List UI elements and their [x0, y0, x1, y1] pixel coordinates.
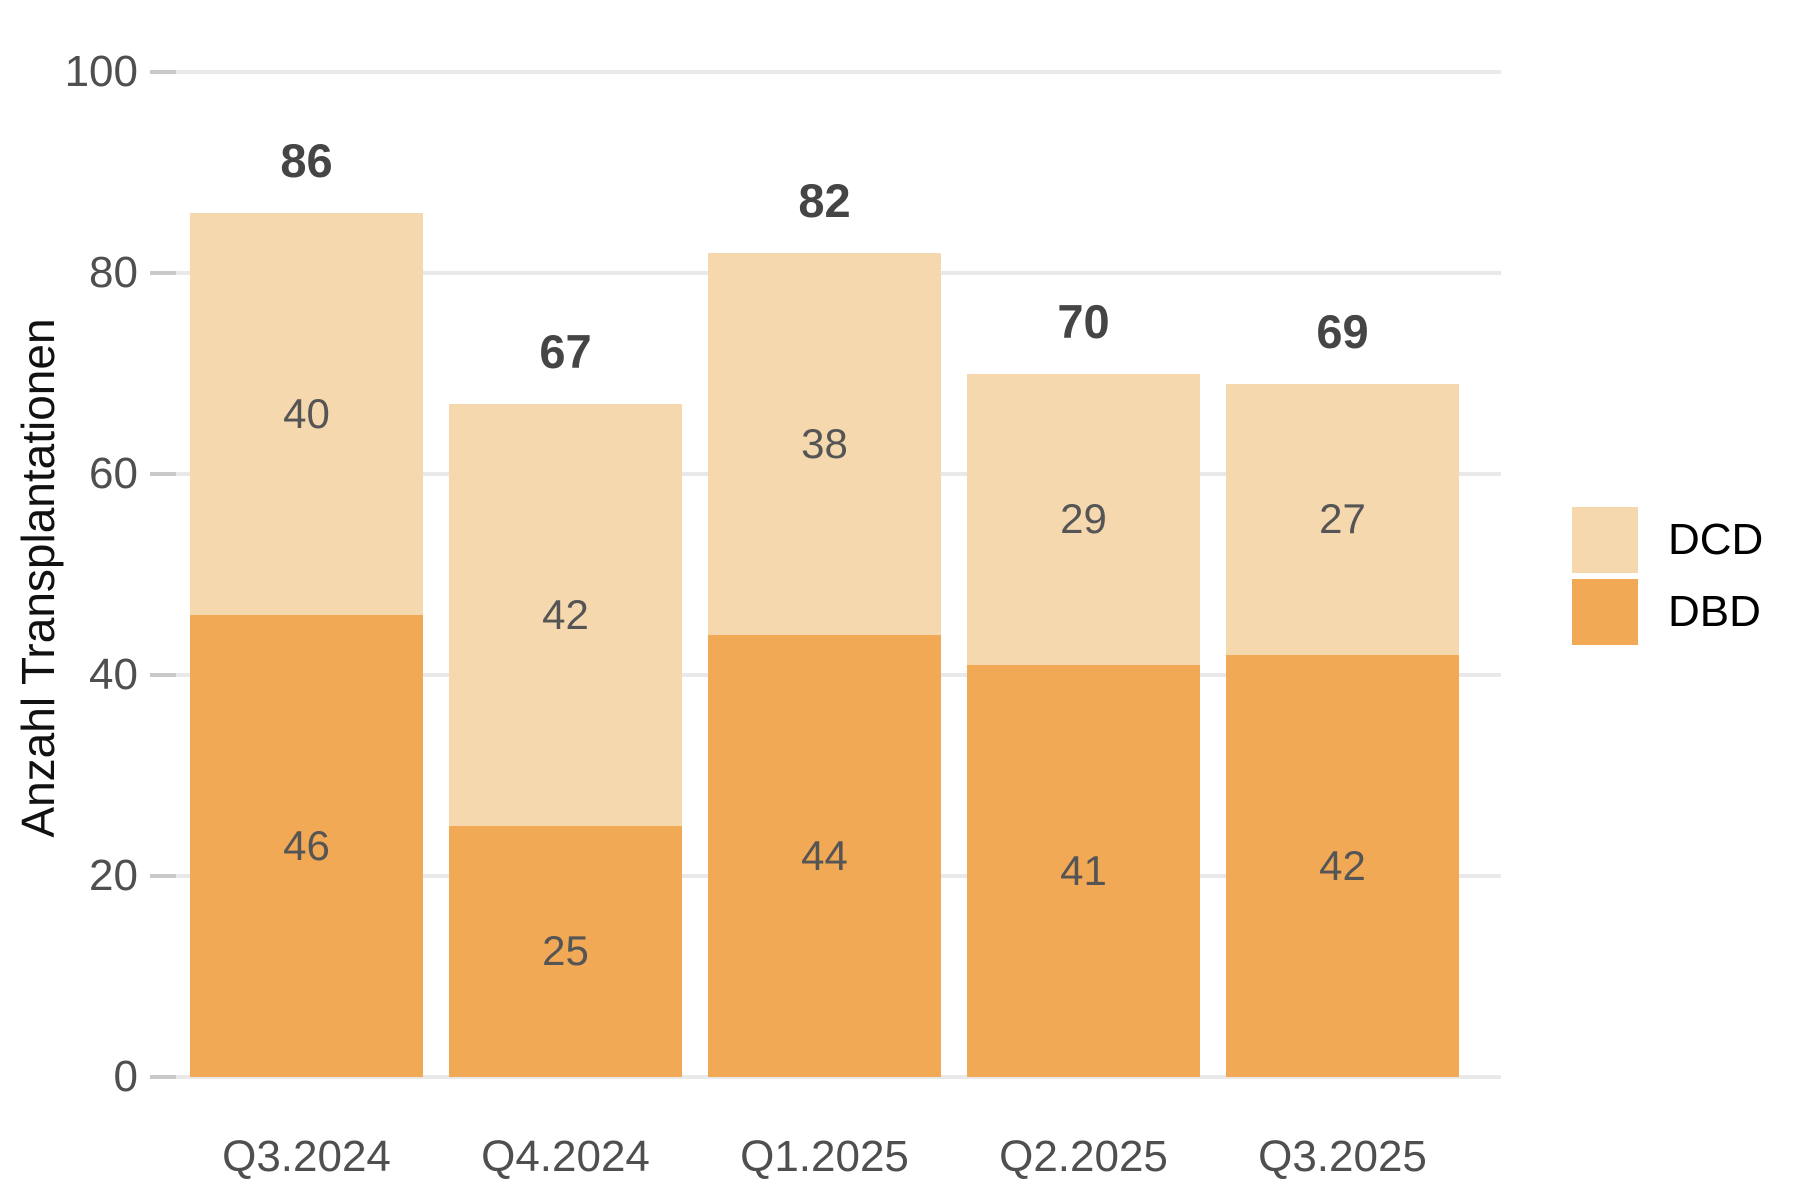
- segment-value-label: 42: [1319, 841, 1366, 889]
- y-axis-tick-label: 40: [89, 650, 138, 699]
- bar-total-label: 86: [280, 133, 333, 187]
- y-axis-tickmark: [150, 70, 176, 74]
- bar-segment-dcd-Q1.2025: [708, 252, 941, 635]
- segment-value-label: 27: [1319, 495, 1366, 543]
- bar-segment-dbd-Q3.2025: [1226, 654, 1459, 1077]
- segment-value-label: 29: [1060, 495, 1107, 543]
- legend: DCD DBD: [1572, 507, 1763, 645]
- legend-label-dbd: DBD: [1668, 587, 1761, 636]
- bar-segment-dcd-Q4.2024: [449, 403, 682, 826]
- bar-segment-dbd-Q2.2025: [967, 664, 1200, 1077]
- segment-value-label: 40: [283, 389, 330, 437]
- segment-value-label: 41: [1060, 846, 1107, 894]
- gridline-y0: [150, 1075, 1501, 1079]
- legend-item-dbd: DBD: [1572, 579, 1763, 645]
- y-axis-tickmark: [150, 1075, 176, 1079]
- x-axis-tick-label-Q4.2024: Q4.2024: [481, 1132, 650, 1181]
- y-axis-tickmark: [150, 271, 176, 275]
- legend-swatch-dcd: [1572, 507, 1638, 573]
- segment-value-label: 25: [542, 927, 589, 975]
- y-axis-tick-label: 80: [89, 248, 138, 297]
- y-axis-tickmark: [150, 472, 176, 476]
- segment-value-label: 38: [801, 419, 848, 467]
- legend-label-dcd: DCD: [1668, 515, 1764, 564]
- bar-segment-dcd-Q3.2025: [1226, 383, 1459, 655]
- segment-value-label: 46: [283, 821, 330, 869]
- bar-total-label: 69: [1316, 304, 1369, 358]
- legend-item-dcd: DCD: [1572, 507, 1763, 573]
- gridline-y100: [150, 70, 1501, 74]
- x-axis-tick-label-Q3.2025: Q3.2025: [1258, 1132, 1427, 1181]
- y-axis-tickmark: [150, 874, 176, 878]
- y-axis-tickmark: [150, 673, 176, 677]
- y-axis-tick-label: 20: [89, 851, 138, 900]
- bar-total-label: 70: [1057, 294, 1110, 348]
- segment-value-label: 42: [542, 590, 589, 638]
- bar-segment-dbd-Q4.2024: [449, 825, 682, 1077]
- bar-total-label: 67: [539, 324, 592, 378]
- bar-segment-dcd-Q2.2025: [967, 373, 1200, 665]
- bar-segment-dbd-Q3.2024: [190, 614, 423, 1077]
- y-axis-tick-label: 0: [113, 1052, 138, 1101]
- bar-segment-dbd-Q1.2025: [708, 634, 941, 1077]
- y-axis-title: Anzahl Transplantationen: [12, 318, 64, 838]
- bar-total-label: 82: [798, 173, 851, 227]
- segment-value-label: 44: [801, 831, 848, 879]
- legend-swatch-dbd: [1572, 579, 1638, 645]
- x-axis-tick-label-Q2.2025: Q2.2025: [999, 1132, 1168, 1181]
- x-axis-tick-label-Q1.2025: Q1.2025: [740, 1132, 909, 1181]
- y-axis-tick-label: 60: [89, 449, 138, 498]
- bar-segment-dcd-Q3.2024: [190, 212, 423, 615]
- x-axis-tick-label-Q3.2024: Q3.2024: [222, 1132, 391, 1181]
- y-axis-tick-label: 100: [64, 47, 138, 96]
